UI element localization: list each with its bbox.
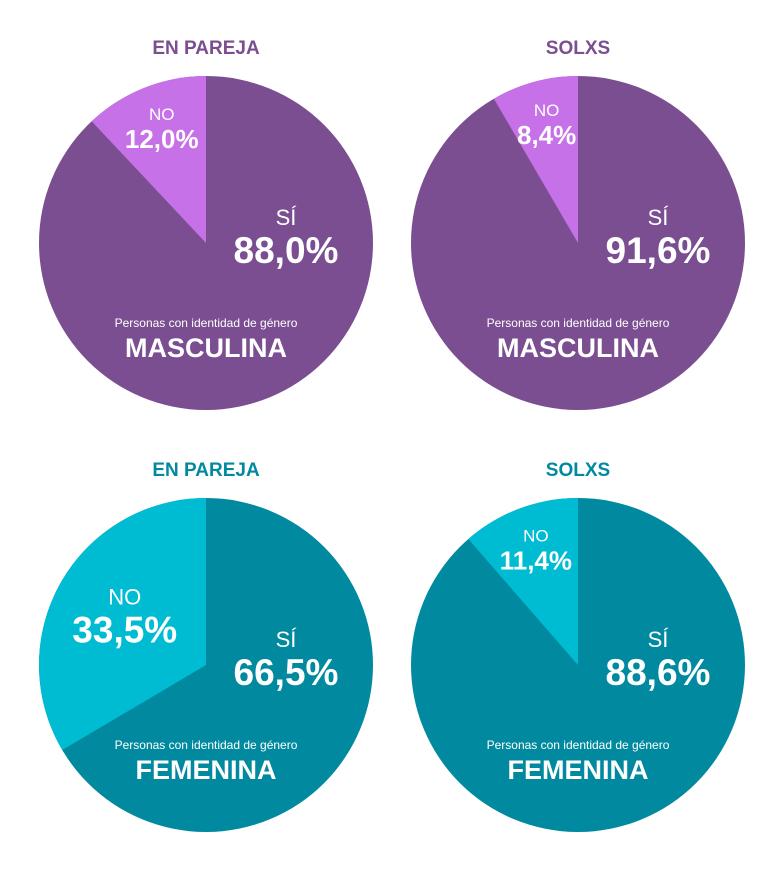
chart-caption: Personas con identidad de género [115,738,298,752]
slice-no-label: NO [523,526,549,545]
chart-caption: Personas con identidad de género [487,316,670,330]
chart-title: EN PAREJA [152,460,260,481]
chart-title: SOLXS [546,460,610,481]
slice-si-value: 91,6% [606,230,711,271]
slice-no-label: NO [149,105,175,124]
pie-slice-no [39,498,206,751]
chart-group-label: MASCULINA [497,333,659,363]
slice-si-value: 88,0% [234,230,339,271]
slice-si-value: 66,5% [234,652,339,693]
slice-si-label: SÍ [276,205,298,230]
chart-caption: Personas con identidad de género [115,316,298,330]
chart-title: EN PAREJA [152,38,260,59]
pie-slice-no [468,498,578,665]
chart-caption: Personas con identidad de género [487,738,670,752]
slice-no-value: 12,0% [125,124,199,154]
slice-si-value: 88,6% [606,652,711,693]
chart-group-label: FEMENINA [136,755,277,785]
chart-title: SOLXS [546,38,610,59]
chart-group-label: FEMENINA [508,755,649,785]
slice-no-label: NO [108,585,141,610]
slice-si-label: SÍ [648,627,670,652]
slice-no-value: 11,4% [500,545,572,575]
slice-si-label: SÍ [276,627,298,652]
slice-no-label: NO [534,101,560,120]
slice-no-value: 33,5% [72,610,177,651]
pie-slice-no [493,76,578,243]
chart-group-label: MASCULINA [125,333,287,363]
pie-slice-no [91,76,206,243]
slice-no-value: 8,4% [517,120,576,150]
slice-si-label: SÍ [648,205,670,230]
